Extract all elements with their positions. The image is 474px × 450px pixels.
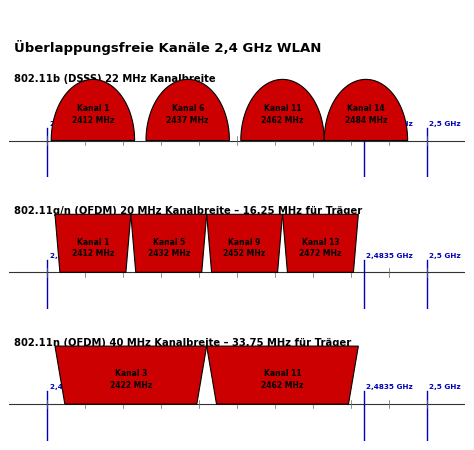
Text: Kanal 5
2432 MHz: Kanal 5 2432 MHz xyxy=(147,238,190,258)
Text: 2,5 GHz: 2,5 GHz xyxy=(429,121,461,127)
Text: Kanal 11
2462 MHz: Kanal 11 2462 MHz xyxy=(261,369,304,390)
Text: 2,4 GHz: 2,4 GHz xyxy=(50,384,81,391)
Polygon shape xyxy=(207,214,283,272)
Text: Kanal 9
2452 MHz: Kanal 9 2452 MHz xyxy=(223,238,266,258)
Text: Kanal 3
2422 MHz: Kanal 3 2422 MHz xyxy=(109,369,152,390)
Text: 2,4835 GHz: 2,4835 GHz xyxy=(366,252,413,259)
Text: 802.11b (DSSS) 22 MHz Kanalbreite: 802.11b (DSSS) 22 MHz Kanalbreite xyxy=(14,74,216,84)
Text: Kanal 1
2412 MHz: Kanal 1 2412 MHz xyxy=(72,104,114,125)
Text: 2,4835 GHz: 2,4835 GHz xyxy=(366,384,413,391)
Text: 2,4 GHz: 2,4 GHz xyxy=(50,252,81,259)
Text: Überlappungsfreie Kanäle 2,4 GHz WLAN: Überlappungsfreie Kanäle 2,4 GHz WLAN xyxy=(14,40,321,55)
Text: Kanal 13
2472 MHz: Kanal 13 2472 MHz xyxy=(299,238,342,258)
Text: Kanal 14
2484 MHz: Kanal 14 2484 MHz xyxy=(345,104,387,125)
Polygon shape xyxy=(55,214,131,272)
Polygon shape xyxy=(55,346,207,404)
Text: 2,5 GHz: 2,5 GHz xyxy=(429,252,461,259)
Polygon shape xyxy=(324,79,408,140)
Text: 2,4 GHz: 2,4 GHz xyxy=(50,121,81,127)
Text: Kanal 11
2462 MHz: Kanal 11 2462 MHz xyxy=(261,104,304,125)
Polygon shape xyxy=(283,214,358,272)
Polygon shape xyxy=(207,346,358,404)
Polygon shape xyxy=(131,214,207,272)
Polygon shape xyxy=(241,79,324,140)
Text: 802.11g/n (OFDM) 20 MHz Kanalbreite – 16,25 MHz für Träger: 802.11g/n (OFDM) 20 MHz Kanalbreite – 16… xyxy=(14,206,362,216)
Text: 2,4835 GHz: 2,4835 GHz xyxy=(366,121,413,127)
Text: Kanal 1
2412 MHz: Kanal 1 2412 MHz xyxy=(72,238,114,258)
Text: 2,5 GHz: 2,5 GHz xyxy=(429,384,461,391)
Polygon shape xyxy=(51,79,135,140)
Polygon shape xyxy=(146,79,229,140)
Text: Kanal 6
2437 MHz: Kanal 6 2437 MHz xyxy=(166,104,209,125)
Text: 802.11n (OFDM) 40 MHz Kanalbreite – 33,75 MHz für Träger: 802.11n (OFDM) 40 MHz Kanalbreite – 33,7… xyxy=(14,338,351,348)
